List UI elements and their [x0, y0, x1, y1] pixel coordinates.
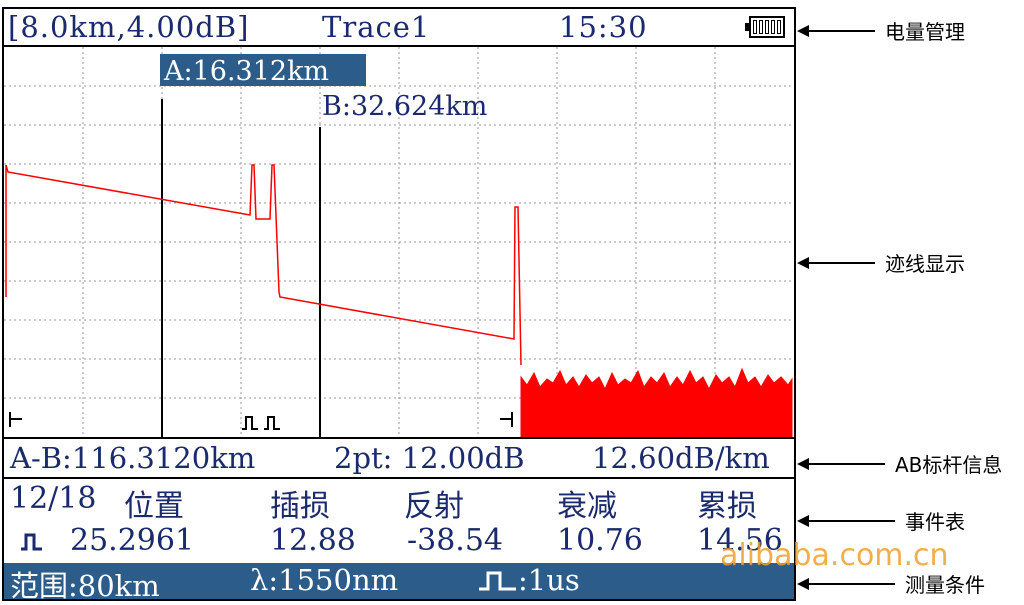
cell-position: 25.2961: [70, 523, 195, 558]
reflective-event-icon: [242, 416, 280, 430]
ab-two-point-loss: 2pt: 12.00dB: [334, 441, 525, 475]
event-table: 12/18 位置 插损 反射 衰减 累损 25.2961 12.88 -38.5…: [4, 479, 794, 563]
marker-a-label: A:16.312km: [163, 56, 329, 87]
noise-floor: [520, 367, 793, 438]
condition-pulse-width: :1us: [518, 563, 580, 597]
ab-marker-info: A-B:116.3120km 2pt: 12.00dB 12.60dB/km: [4, 437, 794, 479]
grid: [4, 47, 794, 437]
col-position: 位置: [124, 489, 184, 524]
annotation-ab-info: AB标杆信息: [797, 449, 1002, 478]
condition-range: 范围:80km: [10, 569, 160, 603]
measurement-conditions: 范围:80km λ:1550nm :1us: [4, 563, 794, 603]
cell-reflection: -38.54: [407, 523, 504, 558]
annotation-conditions: 测量条件: [797, 569, 985, 598]
clock: 15:30: [559, 10, 648, 44]
event-counter[interactable]: 12/18: [10, 481, 97, 516]
status-bar: [8.0km,4.00dB] Trace1 15:30: [4, 9, 794, 47]
col-reflection: 反射: [404, 489, 464, 524]
trace-plot[interactable]: A:16.312km B:32.624km: [4, 47, 794, 438]
start-event-icon: [9, 412, 22, 427]
condition-wavelength: λ:1550nm: [250, 563, 399, 597]
fiber-trace: [5, 164, 522, 366]
marker-b-label: B:32.624km: [322, 91, 487, 122]
col-attenuation: 衰减: [557, 489, 617, 524]
cell-attenuation: 10.76: [557, 523, 643, 558]
annotation-battery: 电量管理: [797, 16, 965, 45]
col-cumulative-loss: 累损: [697, 489, 757, 524]
annotation-event-table: 事件表: [797, 506, 965, 535]
cell-insertion-loss: 12.88: [270, 523, 356, 558]
cell-cumulative-loss: 14.56: [697, 523, 783, 558]
pulse-icon: [21, 533, 42, 551]
col-insertion-loss: 插损: [270, 489, 330, 524]
battery-icon: [745, 16, 785, 38]
ab-distance: A-B:116.3120km: [10, 441, 256, 475]
ab-slope: 12.60dB/km: [592, 441, 770, 475]
marker-a-label-bg: [160, 54, 366, 86]
annotation-trace: 迹线显示: [797, 248, 965, 277]
pulse-width-icon: [479, 571, 516, 591]
watermark: alibaba.com.cn: [720, 538, 949, 573]
trace-name: Trace1: [322, 10, 431, 44]
end-event-icon: [500, 412, 513, 427]
otdr-screen: [8.0km,4.00dB] Trace1 15:30 A:16: [2, 7, 796, 603]
range-scale-readout: [8.0km,4.00dB]: [8, 10, 250, 44]
